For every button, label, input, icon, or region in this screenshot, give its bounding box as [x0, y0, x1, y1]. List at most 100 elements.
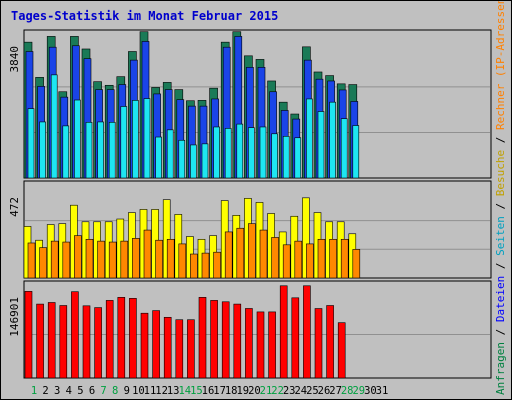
bar-seiten-day-7	[97, 121, 104, 179]
legend-item-6: Besuche	[494, 150, 507, 196]
bar-kbf-day-24	[291, 297, 300, 379]
x-tick-label-29: 29	[352, 385, 365, 397]
bar-kbf-day-9	[117, 297, 126, 379]
bar-rechneripadressen-day-25	[306, 243, 314, 279]
bar-kbf-day-1	[24, 291, 33, 379]
bar-seiten-day-11	[143, 98, 151, 179]
bar-kbf-day-23	[279, 285, 288, 379]
x-tick-label-14: 14	[178, 385, 191, 397]
bar-rechneripadressen-day-14	[178, 243, 187, 279]
bar-kbf-day-2	[36, 303, 44, 379]
bar-seiten-day-10	[132, 100, 139, 179]
x-tick-label-5: 5	[77, 385, 83, 397]
panel-1-max-label: 3840	[8, 46, 21, 73]
x-tick-label-16: 16	[202, 385, 215, 397]
bar-seiten-day-14	[178, 139, 186, 179]
x-tick-label-23: 23	[283, 385, 296, 397]
bar-seiten-day-20	[248, 127, 255, 179]
bar-rechneripadressen-day-27	[329, 238, 337, 279]
bar-kbf-day-11	[140, 312, 149, 379]
bar-kbf-day-7	[94, 307, 102, 379]
bar-rechneripadressen-day-18	[224, 231, 233, 279]
bar-seiten-day-26	[317, 111, 325, 179]
x-tick-label-17: 17	[213, 385, 226, 397]
bar-rechneripadressen-day-2	[39, 247, 47, 279]
bar-seiten-day-24	[294, 137, 302, 179]
bar-rechneripadressen-day-7	[97, 240, 105, 279]
x-tick-label-10: 10	[132, 385, 145, 397]
x-tick-label-28: 28	[341, 385, 354, 397]
bar-kbf-day-14	[175, 319, 184, 379]
right-legend: Anfragen / Dateien / Seiten / Besuche / …	[494, 1, 507, 395]
legend-item-4: Seiten	[494, 216, 507, 256]
bar-rechneripadressen-day-22	[271, 237, 279, 279]
x-tick-label-13: 13	[167, 385, 180, 397]
bar-seiten-day-6	[85, 121, 93, 179]
bar-kbf-day-26	[314, 308, 323, 379]
bar-seiten-day-3	[50, 74, 58, 179]
bar-rechneripadressen-day-15	[190, 253, 198, 279]
bar-kbf-day-17	[210, 300, 218, 379]
bar-rechneripadressen-day-24	[294, 240, 303, 279]
bar-kbf-day-4	[59, 305, 68, 379]
bar-rechneripadressen-day-19	[236, 227, 245, 279]
x-tick-label-25: 25	[306, 385, 319, 397]
x-tick-label-26: 26	[318, 385, 331, 397]
bar-rechneripadressen-day-29	[352, 249, 361, 279]
legend-item-0: Anfragen	[494, 342, 507, 395]
legend-item-2: Dateien	[494, 276, 507, 322]
bar-seiten-day-23	[282, 136, 290, 179]
bar-kbf-day-25	[303, 285, 311, 379]
bar-seiten-day-15	[190, 144, 197, 179]
x-tick-label-7: 7	[100, 385, 106, 397]
bar-kbf-day-20	[245, 308, 253, 379]
bar-rechneripadressen-day-16	[201, 252, 210, 279]
bar-rechneripadressen-day-23	[282, 244, 291, 279]
bar-seiten-day-21	[259, 126, 267, 179]
bar-rechneripadressen-day-6	[85, 238, 94, 279]
bar-rechneripadressen-day-4	[62, 241, 71, 279]
bar-rechneripadressen-day-9	[120, 240, 129, 279]
bar-kbf-day-6	[82, 305, 91, 379]
bar-seiten-day-2	[39, 121, 46, 179]
bar-kbf-day-3	[47, 302, 56, 379]
bar-rechneripadressen-day-11	[143, 229, 152, 279]
x-tick-label-19: 19	[236, 385, 249, 397]
x-tick-label-12: 12	[155, 385, 168, 397]
bar-kbf-day-15	[187, 319, 195, 379]
x-tick-label-27: 27	[329, 385, 342, 397]
bar-kbf-day-12	[152, 310, 160, 379]
bar-kbf-day-16	[198, 297, 207, 379]
bar-rechneripadressen-day-28	[340, 238, 349, 279]
bar-seiten-day-29	[352, 125, 360, 179]
bar-kbf-day-21	[256, 311, 265, 379]
legend-item-5: /	[494, 196, 507, 216]
x-tick-label-18: 18	[225, 385, 238, 397]
bar-seiten-day-17	[213, 126, 220, 179]
bar-kbf-day-18	[221, 301, 230, 379]
bar-seiten-day-12	[155, 136, 162, 179]
bar-rechneripadressen-day-17	[213, 251, 221, 279]
bar-seiten-day-8	[108, 121, 116, 179]
panel-3-max-label: 146901	[8, 297, 21, 337]
x-tick-label-31: 31	[376, 385, 389, 397]
bar-seiten-day-22	[271, 133, 278, 179]
bar-rechneripadressen-day-8	[108, 241, 117, 279]
x-tick-label-8: 8	[112, 385, 118, 397]
bar-seiten-day-16	[201, 143, 209, 179]
bar-kbf-day-13	[163, 316, 172, 379]
legend-item-8: Rechner (IP-Adressen)	[494, 1, 507, 130]
x-tick-label-20: 20	[248, 385, 261, 397]
bar-rechneripadressen-day-13	[166, 238, 175, 279]
bar-seiten-day-19	[236, 123, 244, 179]
bar-kbf-day-28	[337, 322, 346, 379]
x-tick-label-11: 11	[144, 385, 157, 397]
bar-kbf-day-19	[233, 303, 242, 379]
x-tick-label-24: 24	[294, 385, 307, 397]
bar-kbf-day-27	[326, 305, 334, 379]
x-tick-label-21: 21	[260, 385, 273, 397]
bar-rechneripadressen-day-1	[27, 242, 36, 279]
x-tick-label-4: 4	[66, 385, 72, 397]
